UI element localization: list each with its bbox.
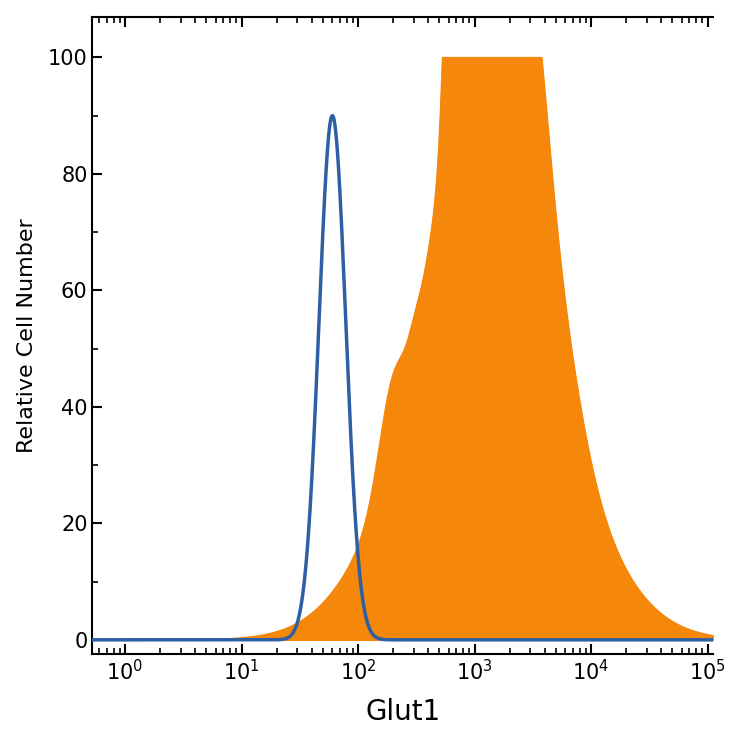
Y-axis label: Relative Cell Number: Relative Cell Number	[16, 218, 36, 453]
X-axis label: Glut1: Glut1	[366, 698, 441, 727]
